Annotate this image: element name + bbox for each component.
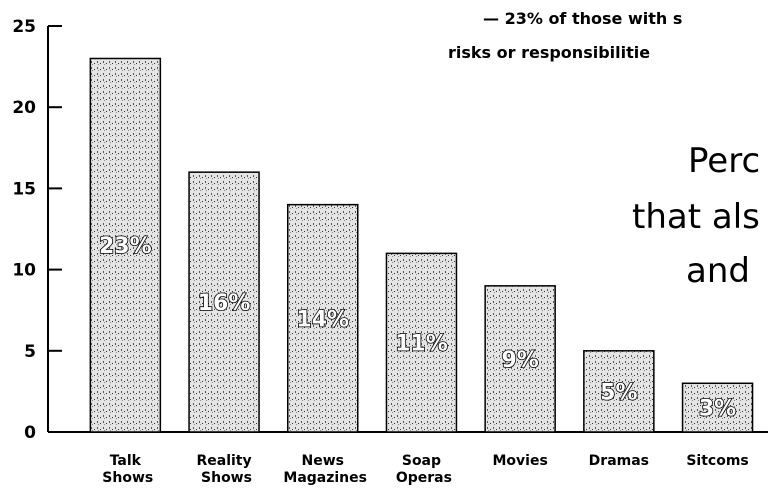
x-tick-label: Talk Shows (97, 453, 153, 486)
x-tick-label: Dramas (589, 453, 649, 469)
annotation: — 23% of those with s (483, 9, 682, 28)
y-tick-label: 10 (12, 261, 36, 281)
x-tick-label: News Magazines (279, 453, 367, 486)
y-tick-label: 20 (12, 98, 36, 118)
value-label: 23% (99, 234, 152, 259)
bar (681, 382, 754, 433)
x-tick-label: Sitcoms (686, 453, 748, 469)
value-label: 9% (501, 348, 538, 373)
y-tick-label: 5 (24, 342, 36, 362)
value-label: 5% (600, 380, 637, 405)
bar (385, 252, 458, 433)
bar (484, 285, 556, 433)
y-tick-label: 15 (12, 179, 36, 199)
x-tick-label: Soap Operas (391, 453, 452, 486)
x-tick-label: Reality Shows (196, 453, 252, 486)
annotation: Perc (688, 141, 760, 181)
bar (89, 57, 162, 433)
value-label: 16% (198, 291, 251, 316)
value-label: 3% (699, 397, 736, 422)
x-tick-label: Movies (492, 453, 547, 469)
bar (188, 171, 260, 433)
value-label: 14% (296, 307, 349, 332)
y-tick-label: 25 (12, 17, 36, 37)
annotation: that als (632, 197, 760, 237)
bar (287, 203, 359, 433)
bar (583, 350, 655, 433)
value-label: 11% (395, 332, 448, 357)
annotation: risks or responsibilitie (448, 43, 650, 62)
annotation: and (686, 251, 750, 291)
y-tick-label: 0 (24, 423, 36, 443)
